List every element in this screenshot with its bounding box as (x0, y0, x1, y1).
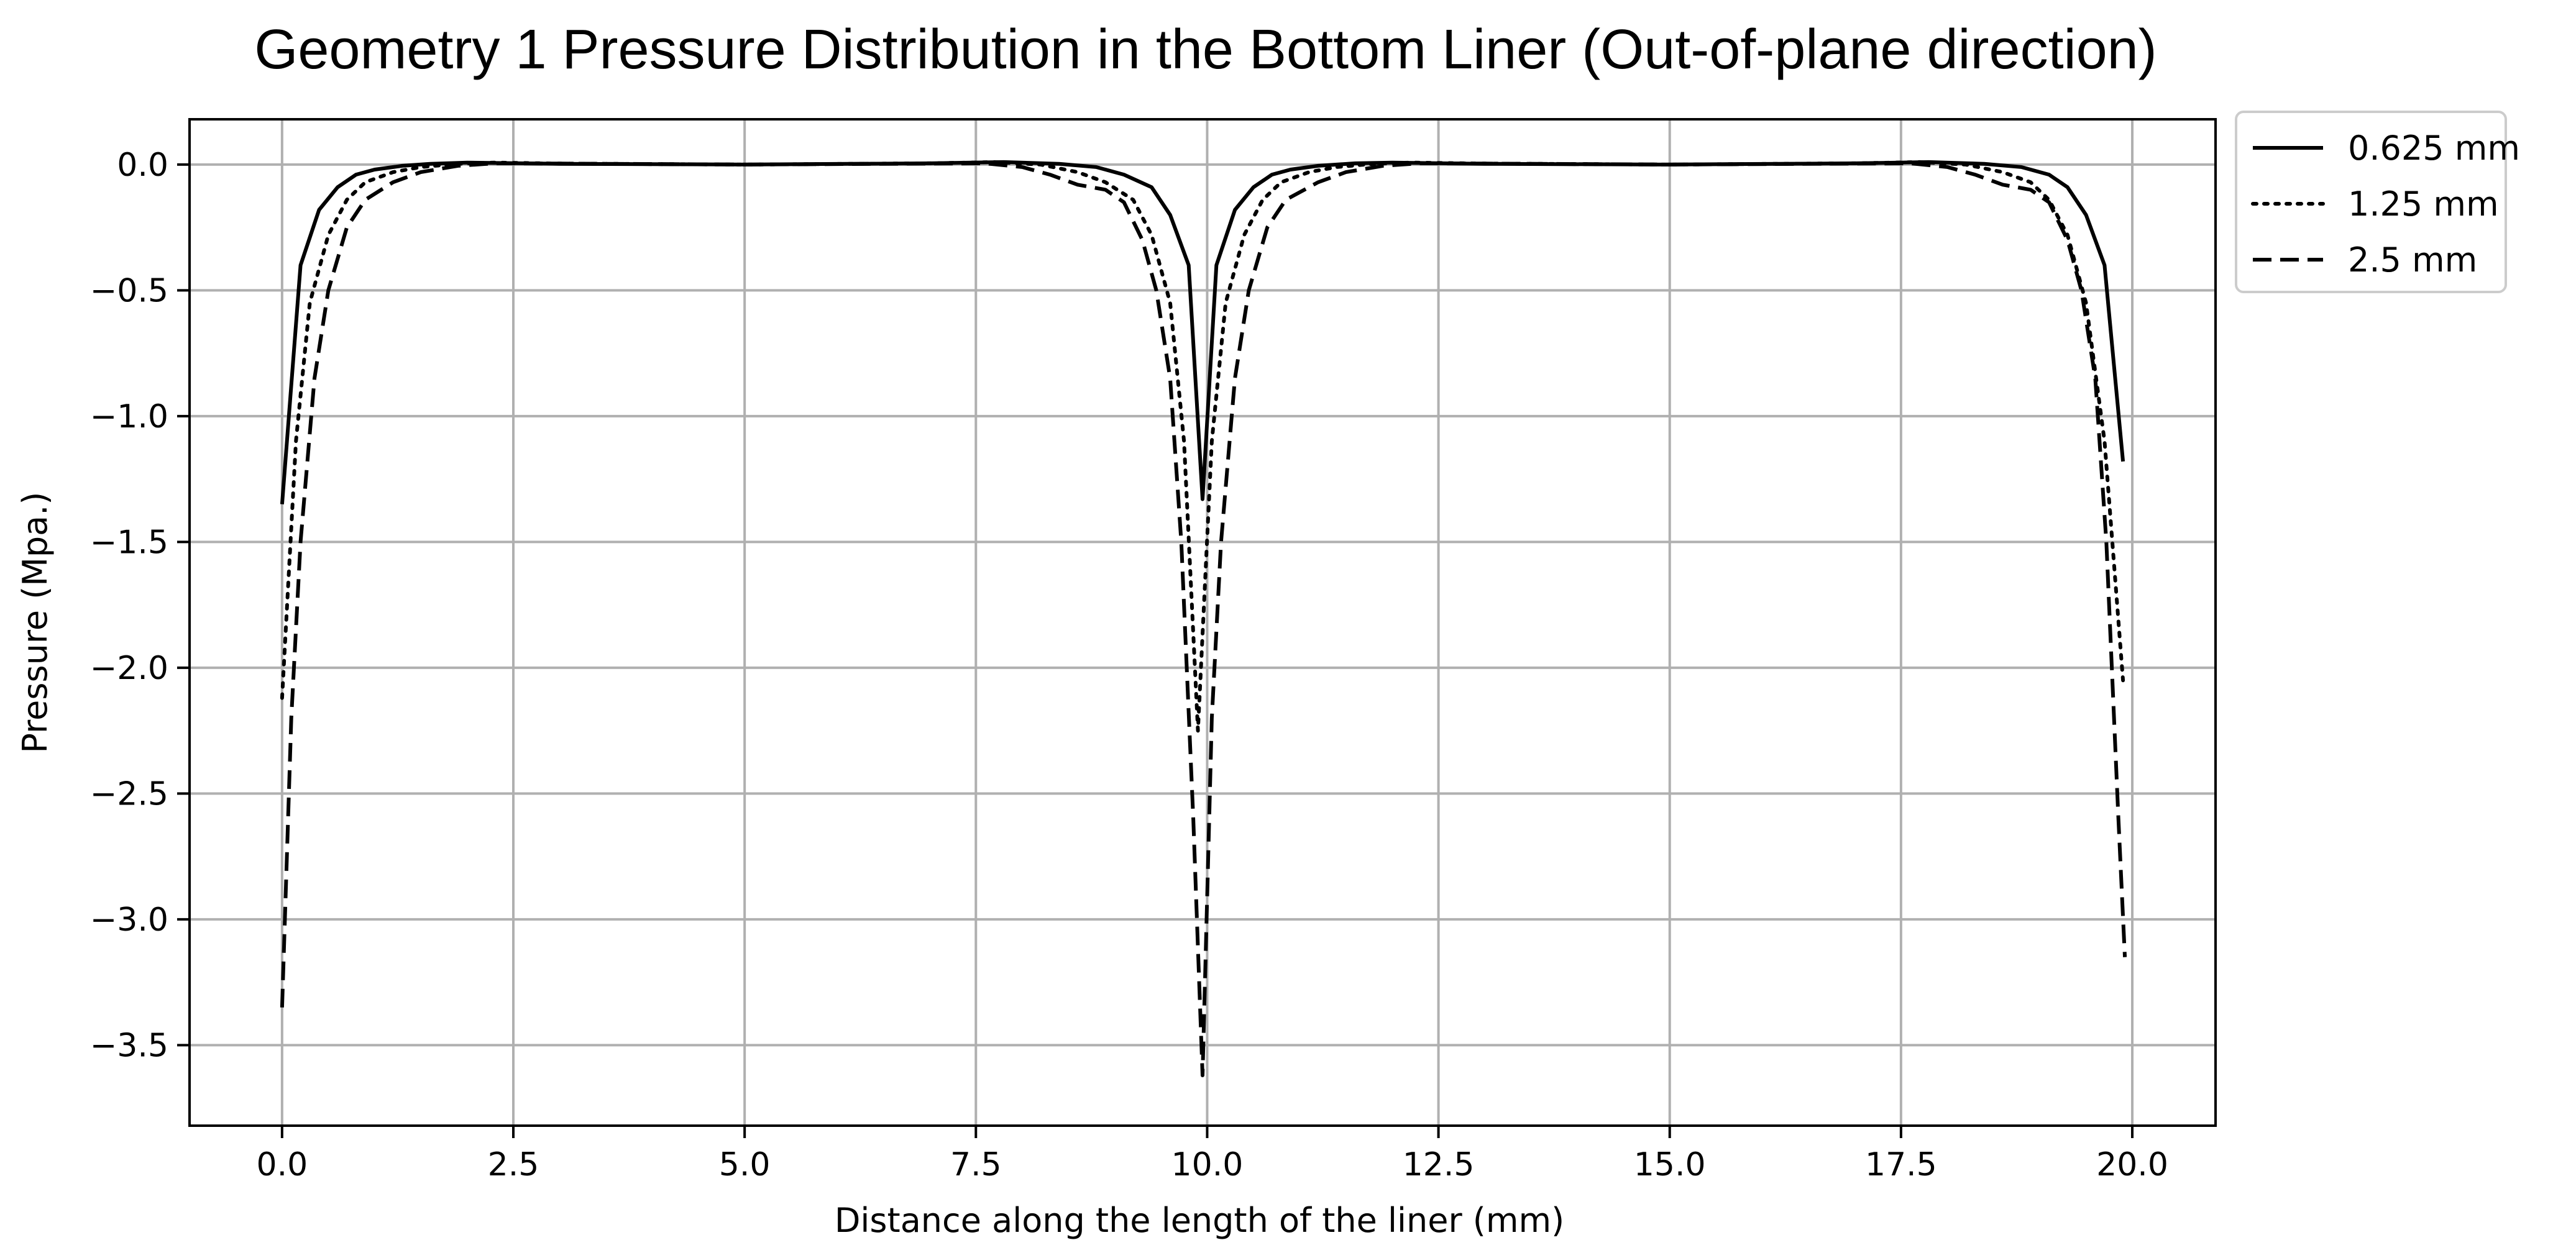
series-lines (280, 160, 2127, 1077)
legend-label: 0.625 mm (2348, 129, 2520, 168)
y-tick-label: −1.5 (90, 524, 168, 561)
y-axis-label: Pressure (Mpa.) (16, 491, 55, 753)
y-tick-label: 0.0 (117, 147, 168, 184)
x-tick-label: 0.0 (257, 1146, 308, 1183)
x-tick-label: 7.5 (950, 1146, 1002, 1183)
x-tick-label: 15.0 (1634, 1146, 1706, 1183)
legend: 0.625 mm 1.25 mm 2.5 mm (2235, 111, 2520, 293)
y-tick-label: −2.0 (90, 650, 168, 687)
x-tick-label: 10.0 (1171, 1146, 1244, 1183)
x-tick-label: 17.5 (1865, 1146, 1937, 1183)
series-line-2 (280, 160, 2125, 733)
y-tick-label: −3.5 (90, 1027, 168, 1064)
y-tick-label: −2.5 (90, 775, 168, 813)
y-axis: 0.0 −0.5 −1.0 −1.5 −2.0 −2.5 −3.0 −3.5 (90, 147, 190, 1064)
legend-label: 1.25 mm (2348, 185, 2499, 224)
y-tick-label: −1.0 (90, 398, 168, 435)
y-tick-label: −0.5 (90, 272, 168, 309)
legend-frame (2235, 111, 2507, 293)
x-tick-label: 5.0 (719, 1146, 771, 1183)
x-tick-label: 20.0 (2096, 1146, 2168, 1183)
x-axis-label: Distance along the length of the liner (… (835, 1201, 1564, 1240)
y-tick-label: −3.0 (90, 901, 168, 939)
plot-frame (188, 118, 2217, 1127)
series-line-1 (280, 160, 2125, 504)
legend-label: 2.5 mm (2348, 240, 2477, 280)
x-tick-label: 2.5 (488, 1146, 539, 1183)
x-axis: 0.0 2.5 5.0 7.5 10.0 12.5 15.0 17.5 20.0 (257, 1126, 2168, 1183)
series-line-3 (280, 161, 2127, 1077)
x-tick-label: 12.5 (1403, 1146, 1475, 1183)
chart-title: Geometry 1 Pressure Distribution in the … (254, 19, 2157, 81)
